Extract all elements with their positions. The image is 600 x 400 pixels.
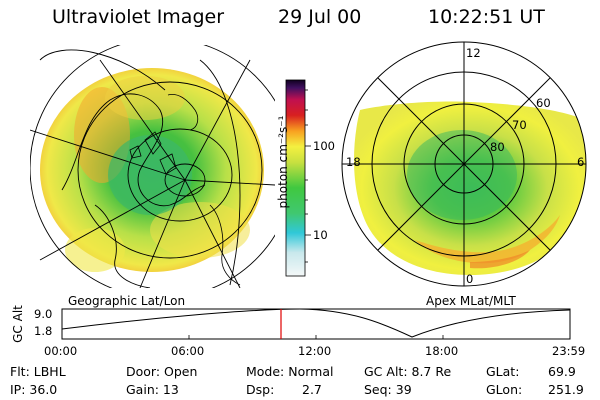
altitude-y-min: 1.8 <box>34 324 53 338</box>
colorbar-tick-100: 100 <box>313 139 335 153</box>
altitude-curve <box>61 308 571 338</box>
time-label: 10:22:51 UT <box>428 6 545 28</box>
app-title: Ultraviolet Imager <box>52 6 225 28</box>
dsp-label: Dsp: <box>246 382 275 397</box>
seq-info: Seq: 39 <box>364 382 412 397</box>
mlt-label-0: 0 <box>466 272 474 286</box>
x-tick-0600: 06:00 <box>171 344 205 358</box>
magnetic-image <box>341 41 587 287</box>
x-tick-2359: 23:59 <box>552 344 586 358</box>
colorbar <box>285 79 306 277</box>
x-tick-0000: 00:00 <box>44 344 78 358</box>
filter-info: Flt: LBHL <box>10 364 66 379</box>
altitude-axis-title: GC Alt <box>11 305 25 343</box>
x-tick-1200: 12:00 <box>298 344 332 358</box>
lat-label-70: 70 <box>512 118 527 132</box>
lat-label-80: 80 <box>490 140 505 154</box>
mlt-label-18: 18 <box>346 155 361 169</box>
date-label: 29 Jul 00 <box>278 6 362 28</box>
geographic-label: Geographic Lat/Lon <box>68 294 186 308</box>
ip-info: IP: 36.0 <box>10 382 58 397</box>
glat-value: 69.9 <box>548 364 576 379</box>
glat-label: GLat: <box>486 364 520 379</box>
colorbar-unit: photon cm⁻²s⁻¹ <box>276 115 290 209</box>
glon-value: 251.9 <box>548 382 584 397</box>
apex-label: Apex MLat/MLT <box>426 294 516 308</box>
mlt-label-6: 6 <box>577 155 585 169</box>
colorbar-tick-10: 10 <box>313 228 328 242</box>
dsp-value: 2.7 <box>302 382 322 397</box>
altitude-plot-frame <box>61 308 571 340</box>
colorbar-ticks <box>305 89 311 263</box>
glon-label: GLon: <box>486 382 523 397</box>
lat-label-60: 60 <box>536 96 551 110</box>
altitude-y-max: 9.0 <box>34 307 53 321</box>
gc-alt-info: GC Alt: 8.7 Re <box>364 364 452 379</box>
mlt-label-12: 12 <box>466 46 481 60</box>
geographic-image <box>30 45 275 288</box>
gain-info: Gain: 13 <box>126 382 179 397</box>
x-tick-1800: 18:00 <box>425 344 459 358</box>
mode-info: Mode: Normal <box>246 364 334 379</box>
door-info: Door: Open <box>126 364 198 379</box>
